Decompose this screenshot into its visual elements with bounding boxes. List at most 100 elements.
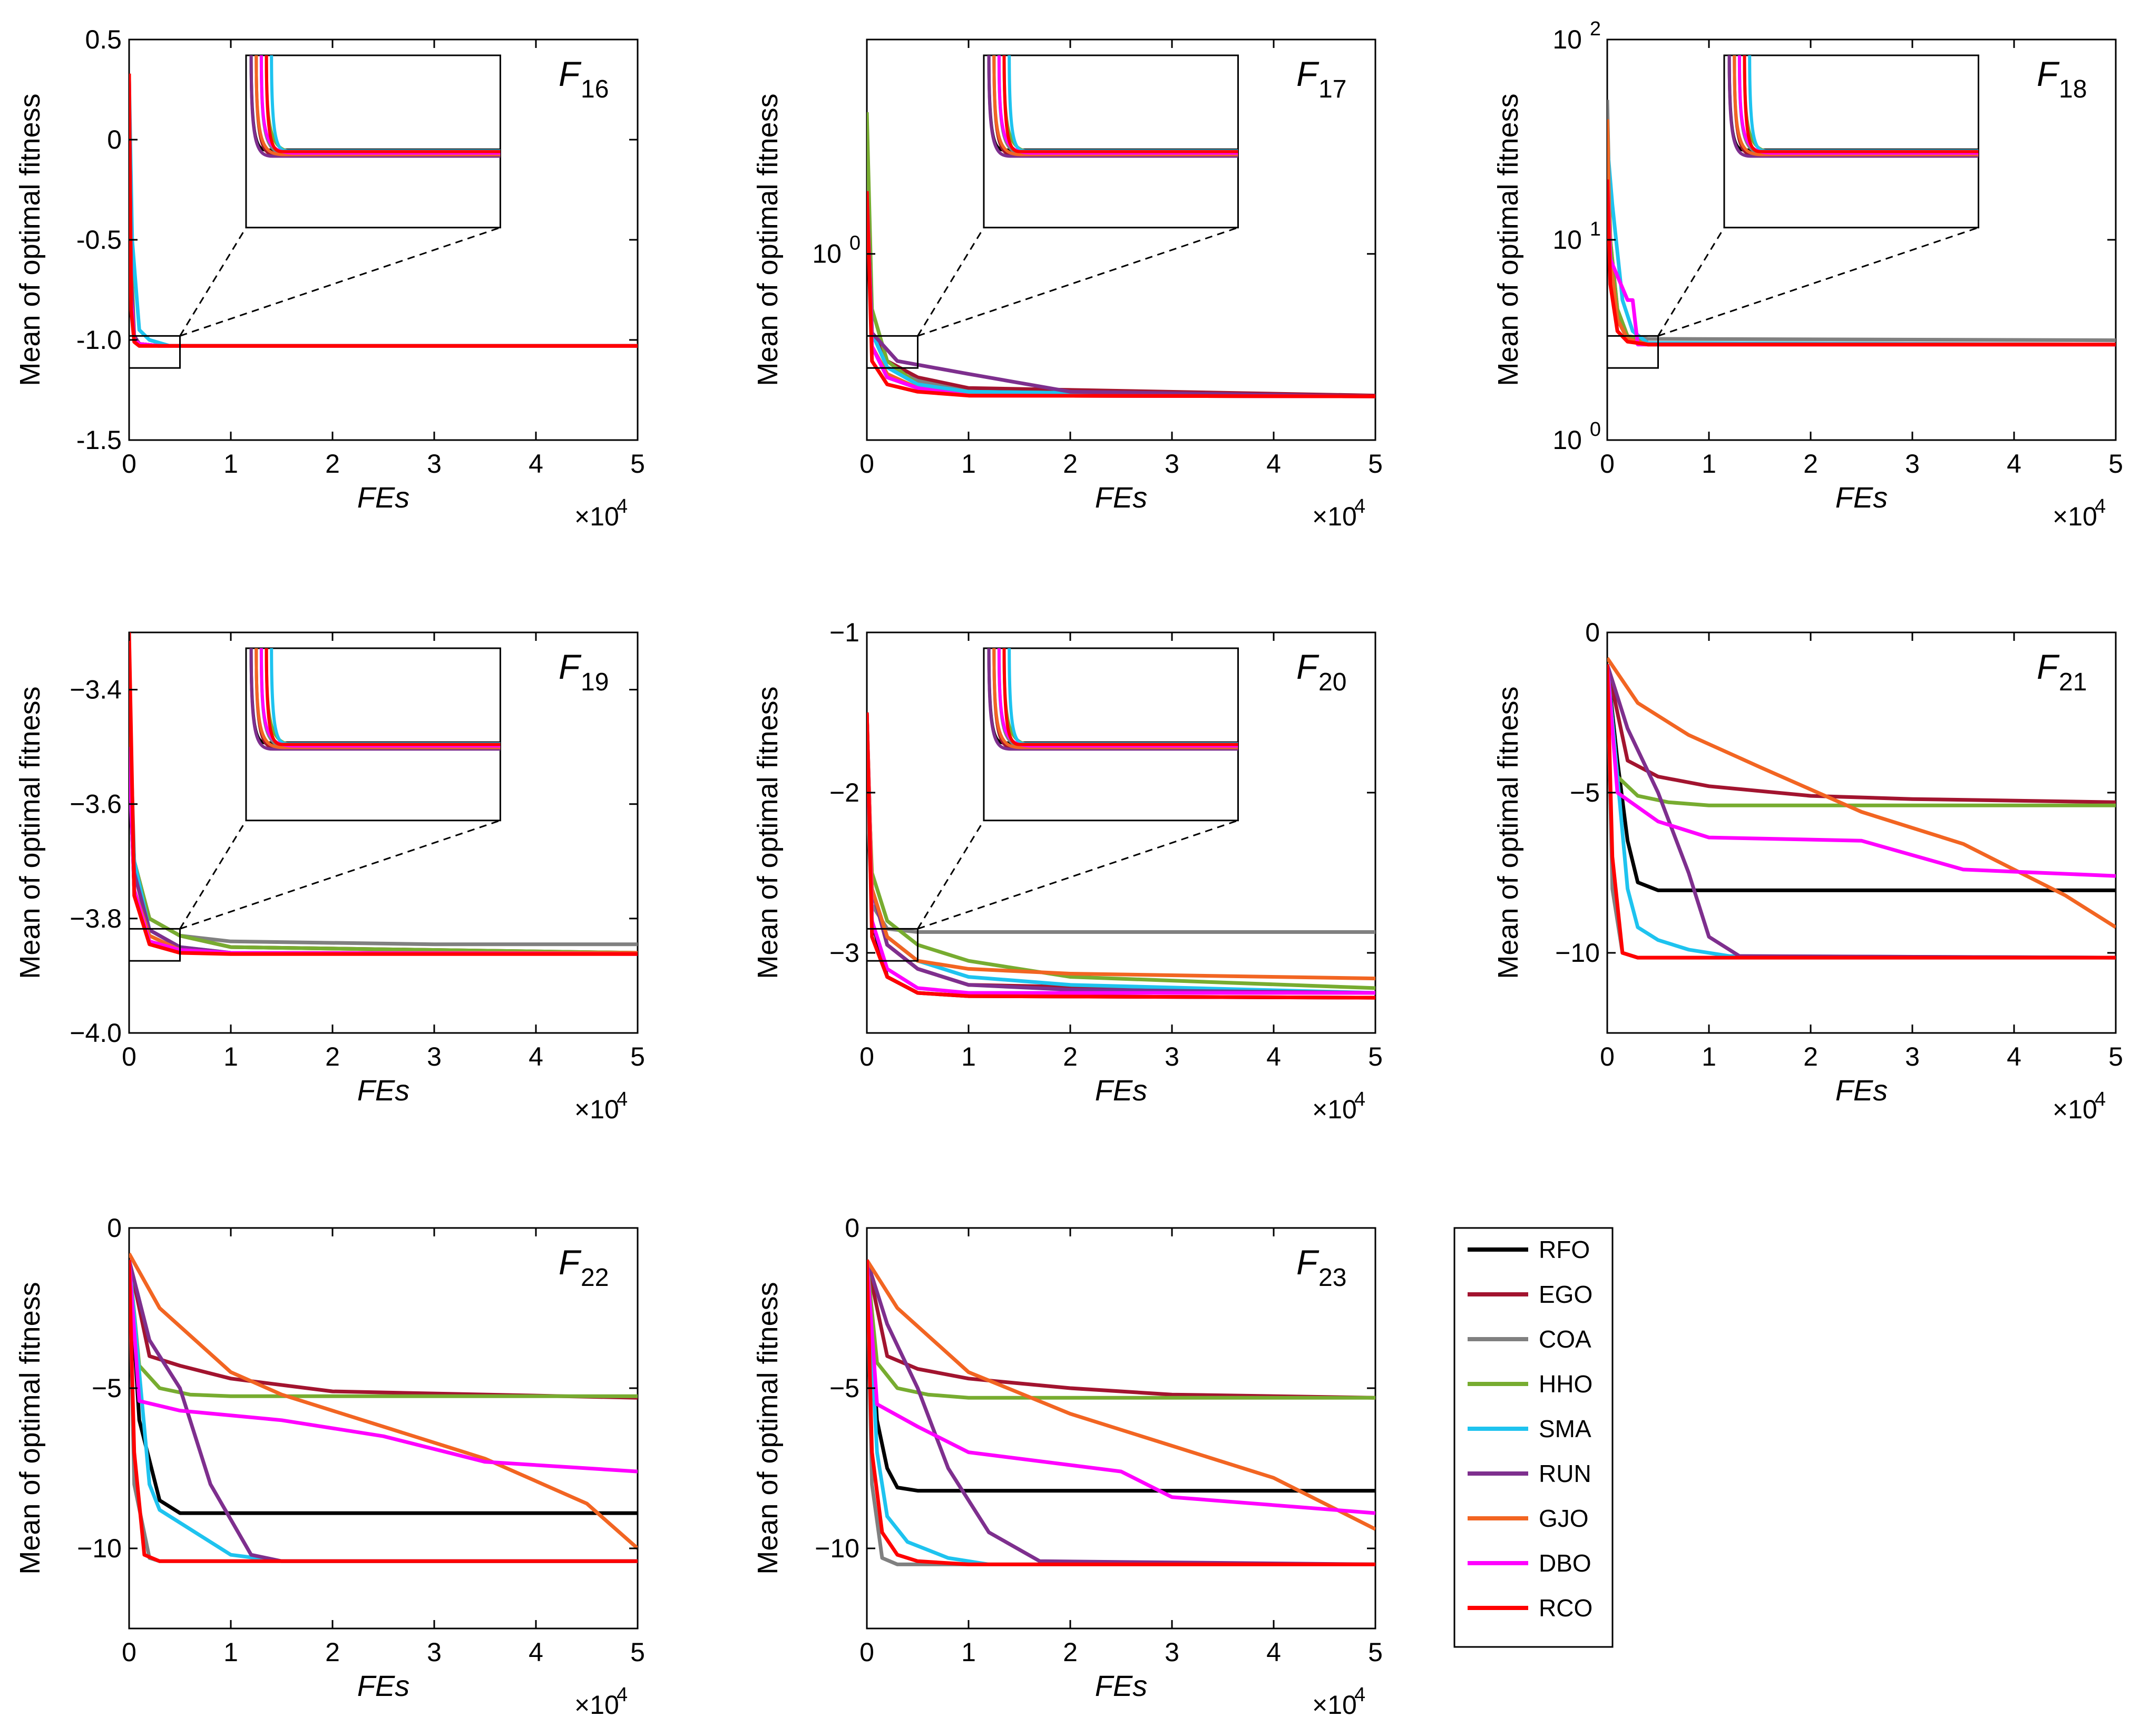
y-tick-label: −5 <box>829 1373 859 1403</box>
x-tick-label: 0 <box>859 1637 874 1667</box>
legend-label-HHO: HHO <box>1539 1370 1592 1398</box>
zoom-line-RUN <box>987 648 1238 751</box>
zoom-line-RUN <box>249 648 501 751</box>
y-tick-label: −5 <box>1570 778 1600 807</box>
x-axis-label: FEs <box>357 1669 410 1702</box>
zoom-inset-frame <box>983 647 1239 822</box>
x-tick-label: 1 <box>961 449 976 479</box>
x-axis-label: FEs <box>357 1074 410 1107</box>
y-tick-label: −10 <box>77 1534 122 1563</box>
x-tick-label: 1 <box>961 1042 976 1071</box>
x-tick-label: 1 <box>223 1637 238 1667</box>
zoom-connector <box>917 820 985 930</box>
legend-label-EGO: EGO <box>1539 1281 1592 1308</box>
y-axis-label: Mean of optimal fitness <box>752 686 784 979</box>
x-multiplier: ×10 <box>1312 1095 1357 1124</box>
y-axis-label: Mean of optimal fitness <box>14 93 46 386</box>
x-tick-label: 3 <box>427 1637 442 1667</box>
legend-label-RFO: RFO <box>1539 1236 1590 1263</box>
x-multiplier: ×10 <box>2053 502 2097 531</box>
series-line-GJO <box>1607 657 2116 929</box>
zoom-line-GJO <box>992 648 1238 749</box>
y-tick-label: -0.5 <box>76 225 122 255</box>
panel-label: F <box>1296 54 1320 93</box>
series-line-HHO <box>867 1260 1375 1400</box>
zoom-connector <box>1657 227 1725 337</box>
zoom-connector <box>917 227 1238 337</box>
panel-label: F <box>559 54 582 93</box>
y-tick-exponent: 0 <box>1590 418 1601 441</box>
y-tick-label: −10 <box>815 1534 859 1563</box>
plot-frame <box>1606 631 2117 1034</box>
x-tick-label: 2 <box>1063 449 1078 479</box>
series-line-GJO <box>867 1259 1375 1531</box>
x-multiplier-exponent: 4 <box>617 495 628 518</box>
x-tick-label: 2 <box>1803 449 1818 479</box>
y-tick-label: 0 <box>845 1213 859 1243</box>
y-axis-label: Mean of optimal fitness <box>1492 93 1524 386</box>
y-tick-label: −3.4 <box>70 675 122 705</box>
x-tick-label: 4 <box>1266 449 1281 479</box>
series-line-GJO <box>129 1252 638 1550</box>
y-tick-label: 10 <box>1552 25 1582 54</box>
y-axis-label: Mean of optimal fitness <box>752 1282 784 1574</box>
x-multiplier-exponent: 4 <box>617 1684 628 1706</box>
zoom-line-RUN <box>987 55 1238 158</box>
x-multiplier-exponent: 4 <box>1354 1684 1365 1706</box>
zoom-inset-series <box>987 55 1238 158</box>
panel-label-subscript: 22 <box>581 1264 609 1292</box>
x-multiplier-exponent: 4 <box>2095 1088 2106 1110</box>
zoom-connector <box>180 227 501 337</box>
y-tick-exponent: 1 <box>1590 218 1601 240</box>
x-tick-label: 4 <box>529 449 543 479</box>
x-tick-label: 2 <box>1803 1042 1818 1071</box>
x-tick-label: 2 <box>1063 1042 1078 1071</box>
x-tick-label: 0 <box>859 449 874 479</box>
x-multiplier-exponent: 4 <box>1354 1088 1365 1110</box>
zoom-inset-frame <box>245 647 501 822</box>
panel-label: F <box>559 647 582 686</box>
x-tick-label: 3 <box>1165 449 1179 479</box>
panel-label-subscript: 21 <box>2059 668 2087 696</box>
x-tick-label: 5 <box>2108 449 2123 479</box>
y-tick-label: −3.8 <box>70 904 122 933</box>
panel-label: F <box>2037 647 2060 686</box>
y-tick-label: 0 <box>1585 618 1600 647</box>
x-tick-label: 4 <box>1266 1637 1281 1667</box>
zoom-inset-series <box>249 648 501 751</box>
y-tick-label: -1.5 <box>76 425 122 455</box>
zoom-inset-series <box>987 648 1238 751</box>
series-line-DBO <box>129 1260 638 1474</box>
x-tick-label: 3 <box>1165 1637 1179 1667</box>
zoom-region-box <box>866 335 918 369</box>
x-multiplier: ×10 <box>574 502 619 531</box>
x-multiplier: ×10 <box>1312 1690 1357 1720</box>
x-tick-label: 4 <box>529 1637 543 1667</box>
panel-label: F <box>2037 54 2060 93</box>
x-axis-label: FEs <box>357 481 410 514</box>
zoom-connector <box>179 227 247 337</box>
series-group <box>1607 100 2116 347</box>
x-axis-label: FEs <box>1095 481 1148 514</box>
zoom-line-GJO <box>992 55 1238 157</box>
series-group <box>867 112 1375 398</box>
zoom-line-RCO <box>1743 55 1979 153</box>
x-tick-label: 5 <box>2108 1042 2123 1071</box>
y-tick-label: −3.6 <box>70 789 122 819</box>
legend-box <box>1453 1227 1614 1648</box>
x-tick-label: 5 <box>630 449 645 479</box>
x-tick-label: 1 <box>961 1637 976 1667</box>
x-multiplier: ×10 <box>2053 1095 2097 1124</box>
zoom-connector <box>180 820 501 930</box>
zoom-line-GJO <box>255 648 501 749</box>
zoom-connector <box>917 820 1238 930</box>
x-multiplier: ×10 <box>1312 502 1357 531</box>
legend-label-DBO: DBO <box>1539 1549 1591 1577</box>
series-line-RCO <box>867 1260 1375 1566</box>
y-tick-label: −3 <box>829 938 859 968</box>
